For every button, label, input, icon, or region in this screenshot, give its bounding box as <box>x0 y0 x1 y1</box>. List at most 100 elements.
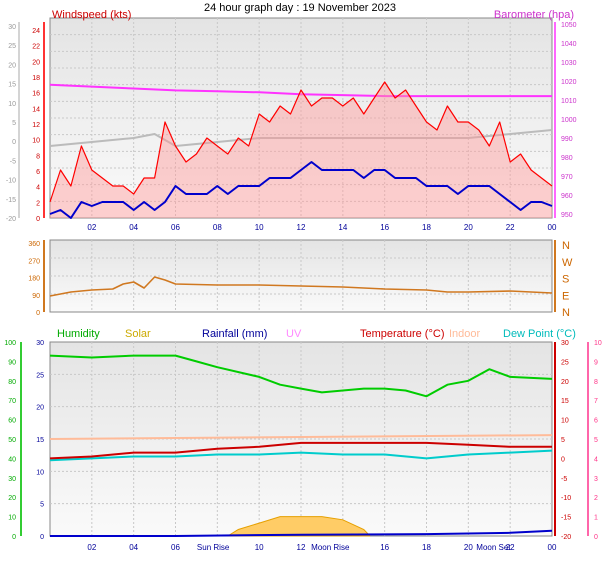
humidity-tick-label: 10 <box>8 515 16 522</box>
humidity-label: Humidity <box>57 328 100 340</box>
barometer-line <box>49 83 552 98</box>
temp-x-tick-label: 18 <box>422 543 431 552</box>
wind-outer-tick-label: 0 <box>12 139 16 146</box>
dir-tick-label: 180 <box>28 276 40 283</box>
dir-tick-label: 270 <box>28 258 40 265</box>
wind-outer-tick-label: 20 <box>8 62 16 69</box>
uv-tick-label: 8 <box>594 379 598 386</box>
wind-outer-tick-label: -20 <box>6 216 16 223</box>
temp-x-tick-label: 16 <box>380 543 389 552</box>
gust-area <box>50 82 552 218</box>
rain-tick-label: 5 <box>40 502 44 509</box>
temp-x-tick-label: 12 <box>297 543 306 552</box>
temp-tick-label: 20 <box>561 379 569 386</box>
wind-x-tick-label: 04 <box>129 223 138 232</box>
wind-tick-label: 16 <box>32 91 40 98</box>
wind-tick-label: 6 <box>36 169 40 176</box>
gust-line <box>49 81 553 203</box>
uv-tick-label: 7 <box>594 398 598 405</box>
rain-tick-label: 30 <box>36 340 44 347</box>
wind-x-tick-label: 00 <box>548 223 557 232</box>
wind-outer-tick-label: -15 <box>6 197 16 204</box>
rainfall-label: Rainfall (mm) <box>202 328 267 340</box>
wind-x-tick-label: 08 <box>213 223 222 232</box>
dir-tick-label: 360 <box>28 241 40 248</box>
temp-x-tick-label: 04 <box>129 543 138 552</box>
humidity-tick-label: 30 <box>8 476 16 483</box>
rain-tick-label: 15 <box>36 437 44 444</box>
wind-tick-label: 20 <box>32 59 40 66</box>
mean-wind-line <box>49 161 553 219</box>
direction-line <box>49 276 553 297</box>
wind-tick-label: 0 <box>36 216 40 223</box>
uv-tick-label: 10 <box>594 340 602 347</box>
temp-tick-label: 25 <box>561 359 569 366</box>
humidity-tick-label: 20 <box>8 495 16 502</box>
dir-tick-label: 90 <box>32 293 40 300</box>
dir-compass-label: E <box>562 290 569 302</box>
wind-outer-tick-label: 15 <box>8 82 16 89</box>
humidity-tick-label: 0 <box>12 534 16 541</box>
humidity-tick-label: 90 <box>8 359 16 366</box>
baro-tick-label: 990 <box>561 136 573 143</box>
baro-tick-label: 970 <box>561 174 573 181</box>
humidity-tick-label: 60 <box>8 418 16 425</box>
wind-x-tick-label: 10 <box>255 223 264 232</box>
chart-title: 24 hour graph day : 19 November 2023 <box>204 2 396 14</box>
wind-x-tick-label: 14 <box>338 223 347 232</box>
wind-x-tick-label: 16 <box>380 223 389 232</box>
wind-tick-label: 4 <box>36 185 40 192</box>
uv-tick-label: 5 <box>594 437 598 444</box>
wind-x-tick-label: 06 <box>171 223 180 232</box>
dewpoint-label: Dew Point (°C) <box>503 328 576 340</box>
gray-trace-line <box>49 129 553 147</box>
wind-outer-tick-label: 25 <box>8 43 16 50</box>
temperature-label: Temperature (°C) <box>360 328 444 340</box>
dir-tick-label: 0 <box>36 310 40 317</box>
humidity-tick-label: 100 <box>4 340 16 347</box>
temp-x-tick-label: Sun Rise <box>197 543 230 552</box>
humidity-tick-label: 40 <box>8 456 16 463</box>
baro-tick-label: 1020 <box>561 79 577 86</box>
temp-tick-label: -10 <box>561 495 571 502</box>
uv-tick-label: 1 <box>594 515 598 522</box>
uv-tick-label: 9 <box>594 359 598 366</box>
solar-area <box>227 516 371 537</box>
temp-x-tick-label: 20 <box>464 543 473 552</box>
baro-tick-label: 980 <box>561 155 573 162</box>
dir-compass-label: W <box>562 257 573 269</box>
rainfall-line <box>50 529 553 537</box>
wind-tick-label: 10 <box>32 138 40 145</box>
temp-x-tick-label: 06 <box>171 543 180 552</box>
wind-x-tick-label: 20 <box>464 223 473 232</box>
wind-tick-label: 12 <box>32 122 40 129</box>
temp-tick-label: 0 <box>561 456 565 463</box>
dir-compass-label: S <box>562 274 569 286</box>
rain-tick-label: 0 <box>40 534 44 541</box>
wind-x-tick-label: 22 <box>506 223 515 232</box>
baro-tick-label: 1040 <box>561 41 577 48</box>
temp-x-tick-label: 00 <box>548 543 557 552</box>
wind-outer-tick-label: -10 <box>6 178 16 185</box>
baro-tick-label: 960 <box>561 193 573 200</box>
temp-x-tick-label: Moon Rise <box>311 543 350 552</box>
baro-tick-label: 1030 <box>561 60 577 67</box>
rain-tick-label: 20 <box>36 405 44 412</box>
wind-x-tick-label: 12 <box>297 223 306 232</box>
temperature-line <box>49 441 552 460</box>
wind-x-tick-label: 18 <box>422 223 431 232</box>
wind-baro-panel: Windspeed (kts) Barometer (hpa)3025201510… <box>6 9 577 232</box>
baro-series-label: Barometer (hpa) <box>494 9 574 21</box>
uv-tick-label: 4 <box>594 456 598 463</box>
baro-tick-label: 950 <box>561 212 573 219</box>
wind-tick-label: 24 <box>32 28 40 35</box>
wind-outer-tick-label: 5 <box>12 120 16 127</box>
temp-x-tick-label: 10 <box>255 543 264 552</box>
dir-compass-label: N <box>562 307 570 319</box>
temp-tick-label: 5 <box>561 437 565 444</box>
humidity-tick-label: 70 <box>8 398 16 405</box>
temp-tick-label: 15 <box>561 398 569 405</box>
uv-tick-label: 3 <box>594 476 598 483</box>
